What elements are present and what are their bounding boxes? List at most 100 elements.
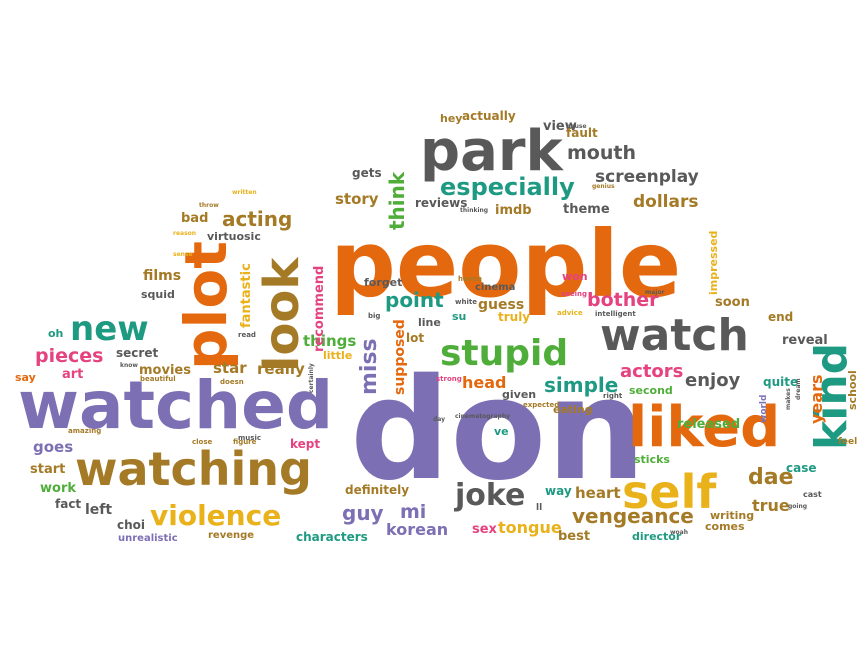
word-genius: genius bbox=[592, 183, 615, 190]
word-amazing: amazing bbox=[68, 427, 101, 435]
word-watched: watched bbox=[18, 367, 333, 444]
word-enjoy: enjoy bbox=[685, 370, 741, 391]
word-kept: kept bbox=[290, 437, 320, 451]
word-self: self bbox=[622, 465, 717, 519]
word-thinking: thinking bbox=[460, 207, 488, 214]
word-watching: watching bbox=[75, 442, 312, 496]
word-work: work bbox=[40, 481, 76, 496]
word-definitely: definitely bbox=[345, 483, 409, 497]
word-characters: characters bbox=[296, 530, 368, 544]
word-guess: guess bbox=[478, 297, 524, 313]
word-gets: gets bbox=[352, 166, 382, 180]
word-makes: makes bbox=[785, 388, 792, 410]
word-head: head bbox=[462, 373, 507, 392]
word-bad: bad bbox=[181, 211, 208, 226]
word-advice: advice bbox=[557, 309, 583, 317]
word-start: start bbox=[30, 462, 65, 477]
word-dream: dream bbox=[795, 378, 802, 400]
word-imdb: imdb bbox=[495, 203, 532, 218]
word-goes: goes bbox=[33, 438, 73, 456]
word-beautiful: beautiful bbox=[140, 375, 176, 383]
word-watch: watch bbox=[600, 310, 749, 361]
word-point: point bbox=[385, 288, 444, 312]
word-joke: joke bbox=[454, 478, 525, 513]
word-music: music bbox=[238, 434, 261, 442]
word-screenplay: screenplay bbox=[595, 167, 699, 187]
word-reveal: reveal bbox=[782, 333, 828, 348]
word-given: given bbox=[502, 388, 536, 401]
word-heart: heart bbox=[575, 484, 621, 502]
word-virtuosic: virtuosic bbox=[207, 230, 261, 243]
word-reason: reason bbox=[173, 230, 196, 237]
word-dae: dae bbox=[748, 465, 794, 490]
word-soon: soon bbox=[715, 295, 750, 310]
word-best: best bbox=[558, 529, 590, 544]
word-impressed: impressed bbox=[707, 231, 720, 295]
word-won: won bbox=[562, 270, 588, 283]
word-white: white bbox=[455, 298, 477, 306]
word-violence: violence bbox=[150, 499, 281, 532]
word-theme: theme bbox=[563, 202, 610, 217]
word-story: story bbox=[335, 190, 379, 208]
word-throw: throw bbox=[199, 202, 219, 209]
word-movies: movies bbox=[139, 363, 191, 378]
word-ll: ll bbox=[536, 503, 542, 513]
word-pieces: pieces bbox=[35, 345, 103, 367]
word-plot: plot bbox=[172, 241, 240, 370]
word-mi: mi bbox=[400, 501, 426, 523]
word-day: day bbox=[433, 416, 445, 423]
word-true: true bbox=[752, 496, 790, 515]
word-cinema: cinema bbox=[475, 282, 515, 293]
word-end: end bbox=[768, 310, 793, 324]
word-unrealistic: unrealistic bbox=[118, 533, 178, 544]
word-read: read bbox=[238, 331, 256, 339]
word-star: star bbox=[213, 359, 247, 377]
word-park: park bbox=[420, 119, 564, 184]
word-comes: comes bbox=[705, 520, 745, 533]
word-cast: cast bbox=[803, 490, 822, 499]
word-ve: ve bbox=[494, 425, 509, 438]
word-figure: figure bbox=[233, 438, 257, 446]
word-things: things bbox=[303, 332, 356, 350]
word-lot: lot bbox=[406, 331, 424, 345]
word-fault: fault bbox=[566, 126, 598, 140]
word-sense: sense bbox=[173, 251, 193, 258]
word-woah: woah bbox=[670, 529, 688, 536]
word-bother: bother bbox=[587, 289, 659, 311]
word-recommend: recommend bbox=[312, 266, 327, 352]
word-intelligent: intelligent bbox=[595, 310, 636, 318]
word-line: line bbox=[418, 316, 441, 329]
word-films: films bbox=[143, 268, 181, 284]
word-left: left bbox=[85, 502, 112, 518]
word-school: school bbox=[846, 370, 859, 410]
word-world: world bbox=[759, 395, 769, 423]
word-korean: korean bbox=[386, 520, 448, 539]
word-don: don bbox=[350, 349, 646, 512]
word-really: really bbox=[257, 360, 305, 378]
word-know: know bbox=[120, 362, 138, 369]
word-seeing: seeing bbox=[561, 290, 587, 298]
word-dollars: dollars bbox=[633, 192, 698, 212]
word-think: think bbox=[385, 171, 409, 230]
word-secret: secret bbox=[116, 346, 158, 360]
word-big: big bbox=[368, 312, 380, 320]
word-case: case bbox=[786, 461, 817, 475]
word-fantastic: fantastic bbox=[239, 263, 254, 328]
word-writing: writing bbox=[710, 509, 754, 522]
word-guy: guy bbox=[342, 501, 384, 525]
word-vengeance: vengeance bbox=[572, 504, 694, 528]
word-years: years bbox=[807, 375, 826, 425]
word-art: art bbox=[62, 367, 83, 382]
word-new: new bbox=[70, 309, 149, 349]
word-expected: expected bbox=[523, 401, 559, 409]
word-liked: liked bbox=[628, 395, 780, 460]
word-especially: especially bbox=[440, 173, 575, 201]
word-strong: strong bbox=[436, 375, 462, 383]
word-written: written bbox=[232, 189, 257, 196]
word-way: way bbox=[545, 484, 572, 498]
word-say: say bbox=[15, 371, 36, 384]
word-forget: forget bbox=[364, 276, 402, 289]
word-su: su bbox=[452, 310, 466, 323]
word-tongue: tongue bbox=[498, 518, 562, 537]
word-supposed: supposed bbox=[392, 319, 408, 395]
